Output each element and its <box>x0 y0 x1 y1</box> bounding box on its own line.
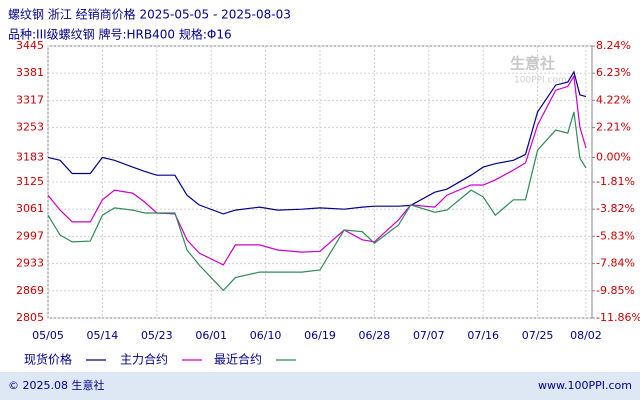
y2-tick-label: -11.86% <box>596 311 640 324</box>
y-tick-label: 3253 <box>16 121 44 134</box>
x-tick-label: 07/25 <box>522 329 554 342</box>
legend-label: 现货价格 <box>24 352 72 367</box>
y-tick-label: 3183 <box>16 150 44 163</box>
x-tick-label: 06/01 <box>195 329 227 342</box>
y2-tick-label: -5.83% <box>596 229 635 242</box>
x-tick-label: 05/14 <box>87 329 119 342</box>
y2-tick-label: 4.22% <box>596 93 631 106</box>
series-line <box>47 70 587 215</box>
y-tick-label: 2933 <box>16 257 44 270</box>
y-tick-label: 3317 <box>16 93 44 106</box>
y2-tick-label: -1.81% <box>596 175 635 188</box>
series-line <box>47 111 587 292</box>
footer-bar <box>0 372 640 400</box>
y2-tick-label: 8.24% <box>596 39 631 52</box>
footer-right: www.100PPI.com <box>538 379 632 392</box>
y-tick-label: 2997 <box>16 229 44 242</box>
x-tick-label: 05/23 <box>141 329 173 342</box>
y2-tick-label: -9.85% <box>596 284 635 297</box>
y-tick-label: 3061 <box>16 202 44 215</box>
y-tick-label: 3381 <box>16 66 44 79</box>
watermark: 生意社 <box>510 55 555 73</box>
y-tick-label: 3125 <box>16 175 44 188</box>
legend-label: 最近合约 <box>214 352 262 367</box>
chart-subtitle: 品种:III级螺纹钢 牌号:HRB400 规格:Φ16 <box>8 27 232 42</box>
watermark: 100PPI.com <box>514 76 567 86</box>
x-tick-label: 08/02 <box>570 329 602 342</box>
x-tick-label: 07/16 <box>467 329 499 342</box>
y-tick-label: 2805 <box>16 311 44 324</box>
x-tick-label: 06/10 <box>250 329 282 342</box>
y2-tick-label: 6.23% <box>596 66 631 79</box>
y2-tick-label: 0.00% <box>596 151 631 164</box>
y2-tick-label: -7.84% <box>596 257 635 270</box>
x-tick-label: 06/19 <box>304 329 336 342</box>
chart-title: 螺纹钢 浙江 经销商价格 2025-05-05 - 2025-08-03 <box>8 7 291 22</box>
x-tick-label: 06/28 <box>359 329 391 342</box>
legend-label: 主力合约 <box>120 352 168 367</box>
y-tick-label: 2869 <box>16 284 44 297</box>
series-line <box>47 74 587 266</box>
y-tick-label: 3445 <box>16 39 44 52</box>
x-tick-label: 05/05 <box>32 329 64 342</box>
footer-left: © 2025.08 生意社 <box>8 378 104 392</box>
y2-tick-label: -3.82% <box>596 202 635 215</box>
y2-tick-label: 2.21% <box>596 121 631 134</box>
x-tick-label: 07/07 <box>413 329 445 342</box>
